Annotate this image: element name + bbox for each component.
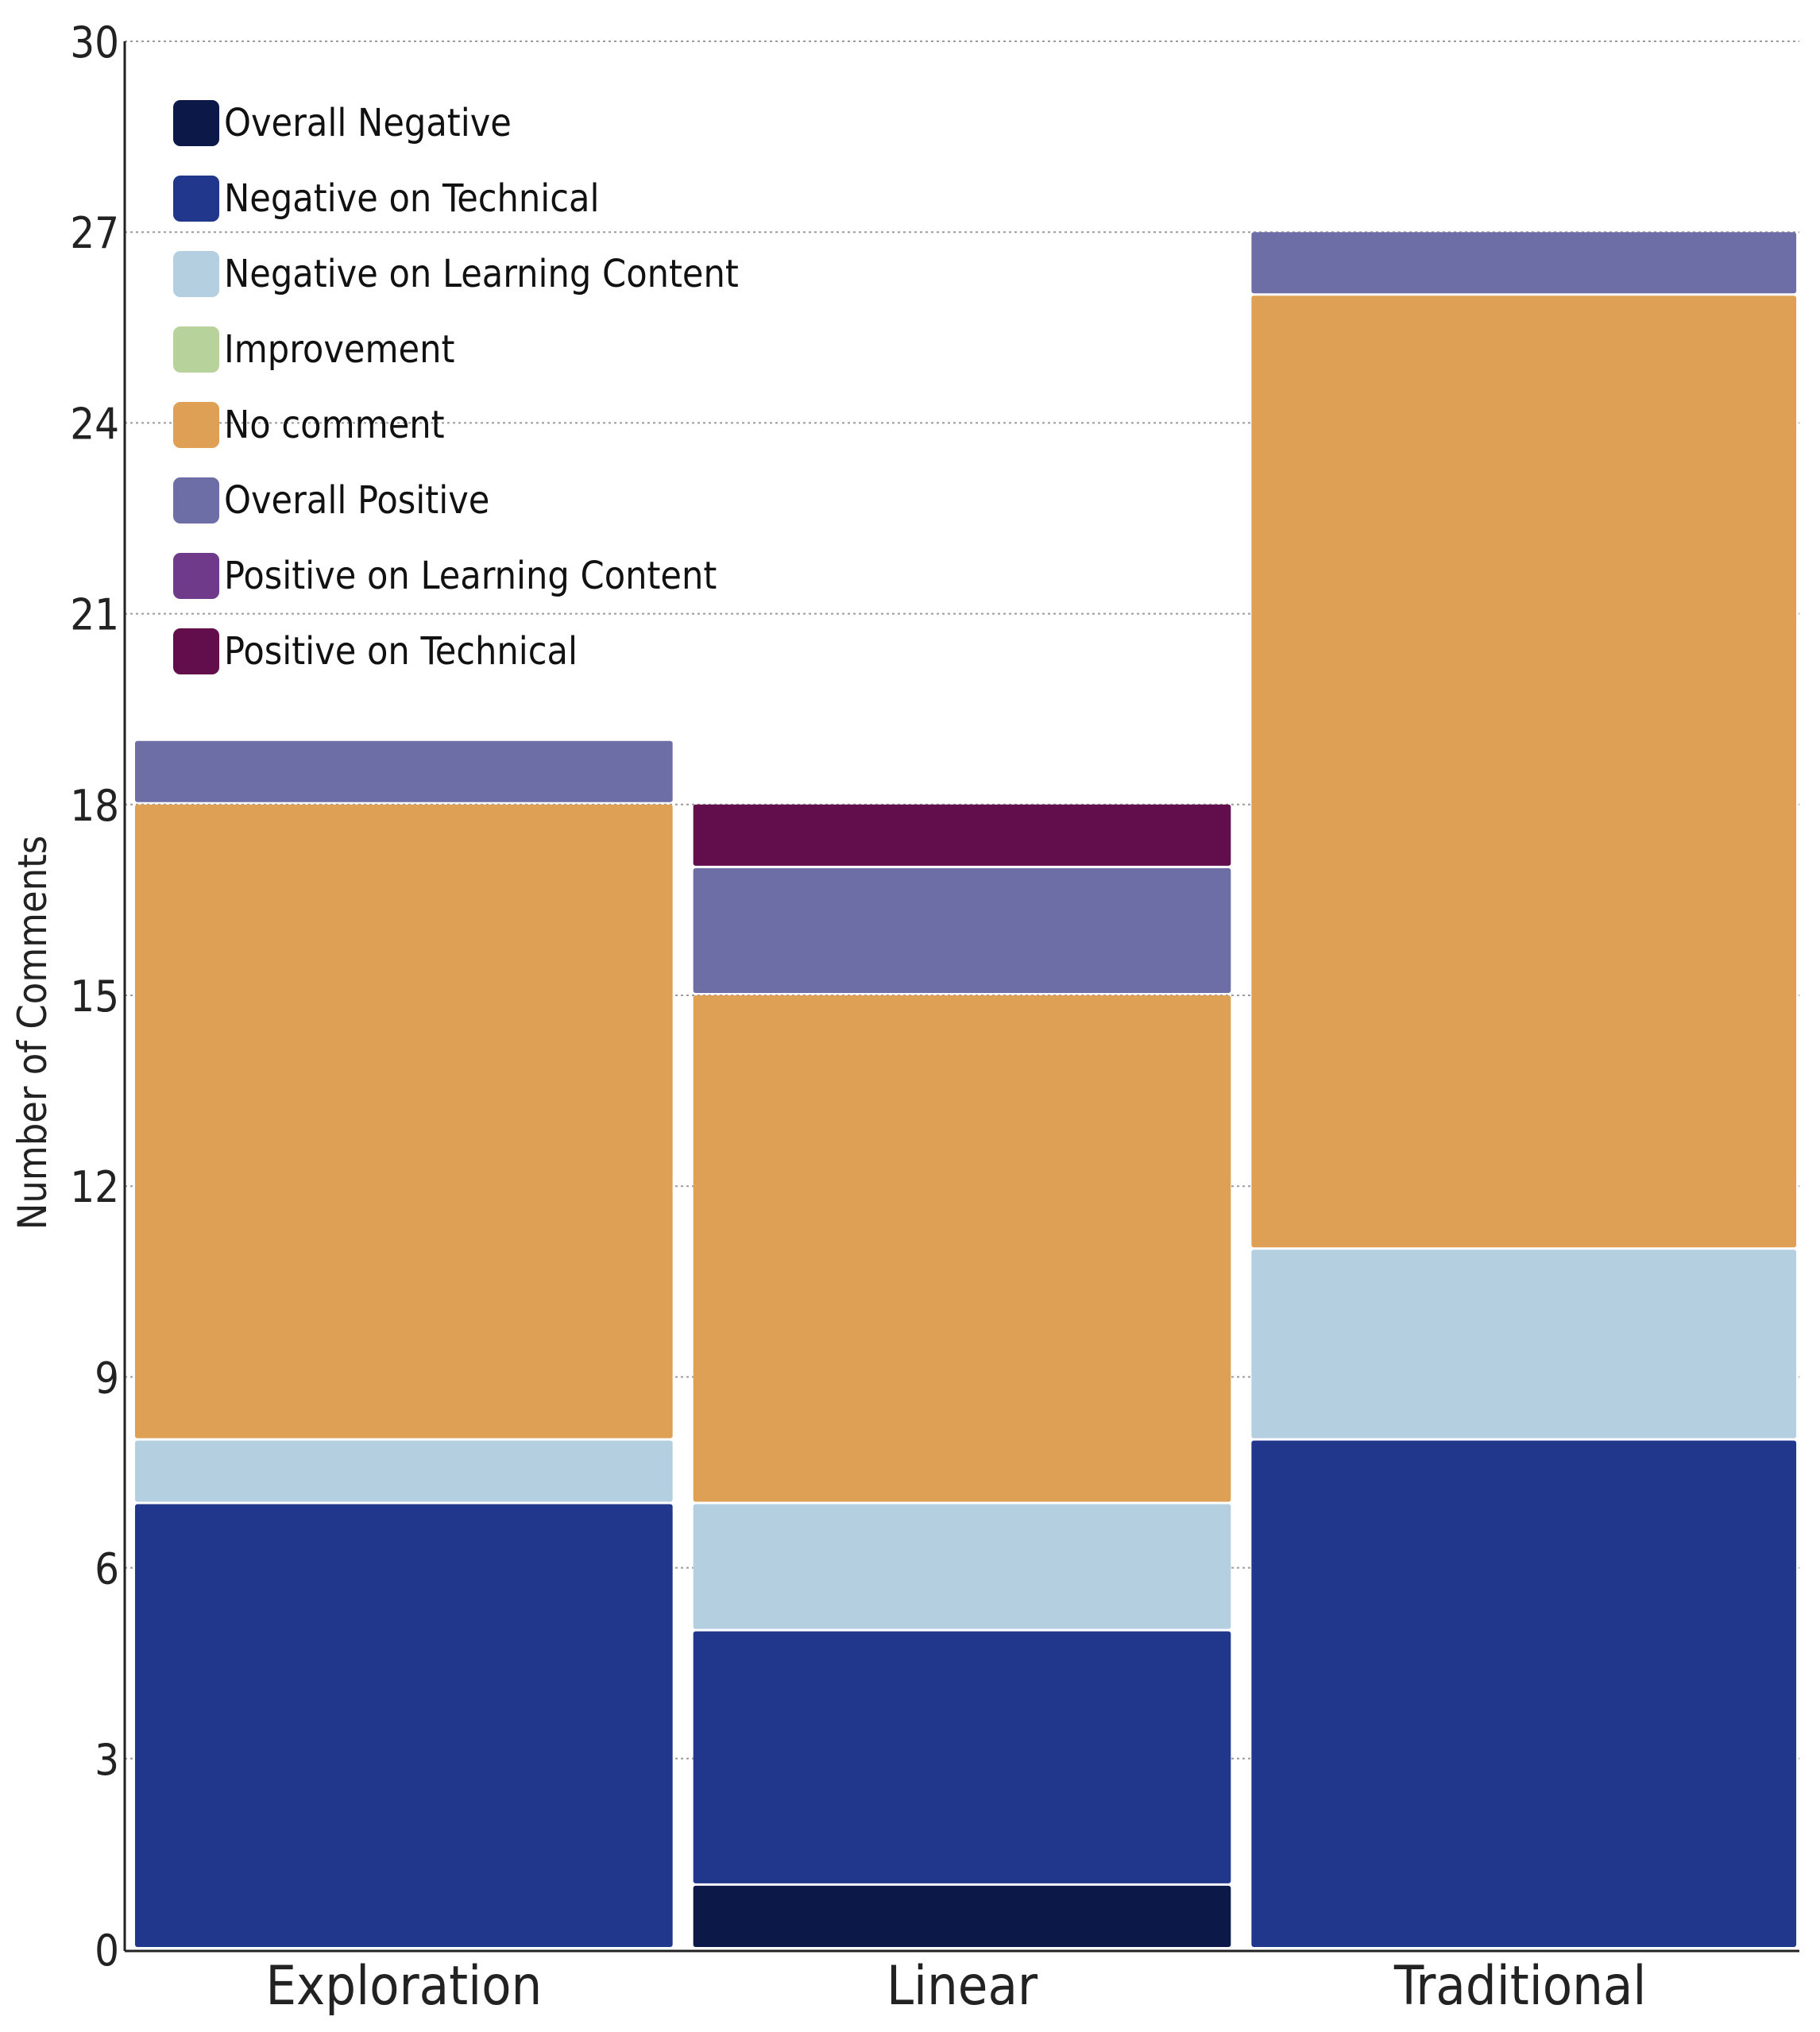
y-tick-label: 18: [70, 781, 119, 831]
legend-swatch-no-comment: [173, 402, 219, 448]
y-tick-label: 6: [95, 1544, 119, 1594]
legend-swatch-positive-on-technical: [173, 628, 219, 674]
bar-linear-negative-on-learning-content: [693, 1504, 1231, 1629]
bar-traditional-negative-on-technical: [1251, 1440, 1797, 1947]
bar-linear-negative-on-technical: [693, 1631, 1231, 1883]
bar-exploration-negative-on-learning-content: [135, 1440, 673, 1502]
bar-segments: [135, 232, 1797, 1947]
y-tick-label: 30: [70, 17, 119, 68]
legend-label: Overall Positive: [224, 478, 489, 523]
bar-exploration-negative-on-technical: [135, 1504, 673, 1947]
bar-traditional-negative-on-learning-content: [1251, 1250, 1797, 1439]
x-category-labels: Exploration Linear Traditional: [265, 1955, 1646, 2018]
legend-label: Negative on Learning Content: [224, 252, 739, 296]
x-category-label: Linear: [887, 1955, 1038, 2018]
legend-swatch-overall-positive: [173, 477, 219, 523]
y-tick-label: 15: [70, 972, 119, 1022]
y-tick-label: 0: [95, 1926, 119, 1976]
bar-linear-overall-negative: [693, 1885, 1231, 1947]
bar-linear-positive-on-technical: [693, 804, 1231, 866]
x-category-label: Traditional: [1393, 1955, 1647, 2018]
y-tick-label: 24: [70, 399, 119, 449]
y-axis-title: Number of Comments: [10, 836, 56, 1230]
bar-linear-no-comment: [693, 995, 1231, 1502]
bar-traditional-no-comment: [1251, 296, 1797, 1248]
y-tick-label: 3: [95, 1735, 119, 1785]
legend-label: Overall Negative: [224, 101, 512, 145]
legend: Overall Negative Negative on Technical Neg…: [173, 100, 739, 674]
y-tick-label: 27: [70, 208, 119, 258]
legend-label: Improvement: [224, 327, 454, 372]
legend-swatch-negative-on-technical: [173, 176, 219, 222]
bar-traditional-overall-positive: [1251, 232, 1797, 294]
legend-swatch-overall-negative: [173, 100, 219, 146]
bar-linear-overall-positive: [693, 867, 1231, 993]
legend-label: Negative on Technical: [224, 176, 600, 221]
legend-swatch-improvement: [173, 326, 219, 373]
y-tick-label: 9: [95, 1353, 119, 1403]
legend-swatch-positive-on-learning-content: [173, 553, 219, 599]
legend-label: Positive on Technical: [224, 629, 578, 674]
bar-exploration-no-comment: [135, 804, 673, 1439]
legend-label: No comment: [224, 403, 445, 447]
legend-swatch-negative-on-learning-content: [173, 251, 219, 297]
axes: [123, 41, 1799, 1953]
y-tick-label: 12: [70, 1162, 119, 1212]
y-tick-labels: 0 3 6 9 12 15 18 21 24 27 30: [70, 17, 119, 1976]
bar-exploration-overall-positive: [135, 740, 673, 802]
legend-label: Positive on Learning Content: [224, 554, 717, 598]
x-category-label: Exploration: [265, 1955, 542, 2018]
y-tick-label: 21: [70, 590, 119, 640]
